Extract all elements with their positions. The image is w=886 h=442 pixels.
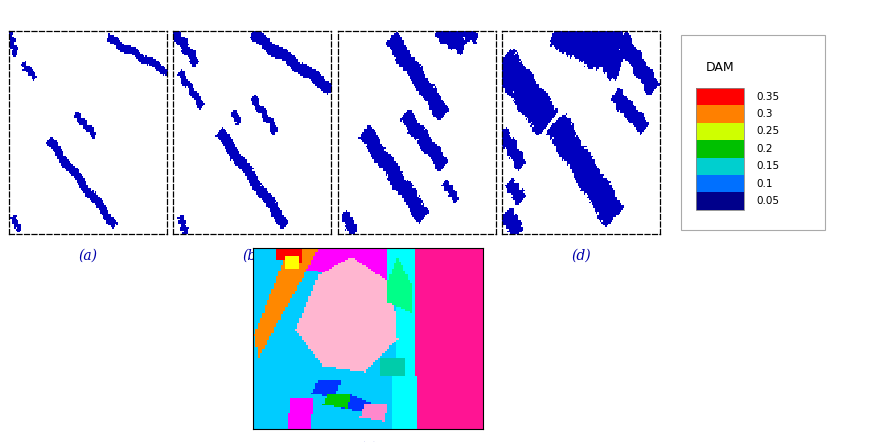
- Text: 0.25: 0.25: [756, 126, 780, 137]
- Text: 0.35: 0.35: [756, 91, 780, 102]
- Bar: [696, 158, 744, 175]
- Text: 0.15: 0.15: [756, 161, 780, 171]
- Text: (b): (b): [243, 248, 262, 263]
- Text: 0.05: 0.05: [756, 196, 779, 206]
- Bar: [696, 123, 744, 140]
- Bar: [696, 88, 744, 210]
- Bar: [696, 88, 744, 105]
- Text: 0.2: 0.2: [756, 144, 773, 154]
- Bar: [696, 175, 744, 192]
- Text: DAM: DAM: [705, 61, 734, 74]
- Bar: [696, 105, 744, 123]
- Bar: [696, 192, 744, 210]
- Bar: [696, 140, 744, 158]
- Text: (a): (a): [78, 248, 97, 263]
- Text: (c): (c): [408, 248, 426, 263]
- Text: 0.3: 0.3: [756, 109, 773, 119]
- Text: 0.1: 0.1: [756, 179, 773, 189]
- Text: (d): (d): [571, 248, 591, 263]
